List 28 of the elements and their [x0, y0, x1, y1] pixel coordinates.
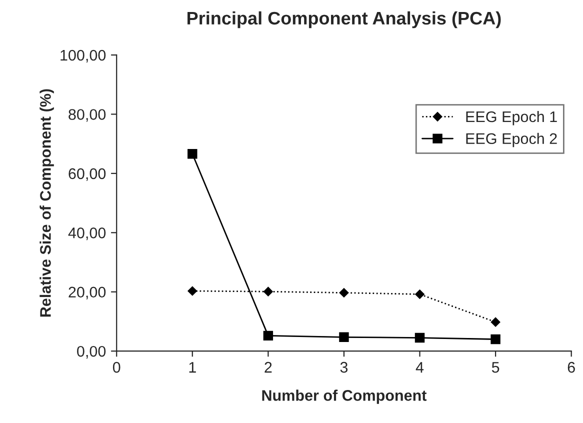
y-tick-label: 100,00 [60, 50, 106, 62]
point [339, 288, 349, 298]
x-tick-label: 5 [492, 362, 500, 373]
y-axis-title: Relative Size of Component (%) [40, 89, 54, 317]
point [490, 317, 500, 327]
point [264, 286, 273, 296]
point [414, 332, 425, 343]
y-tick-label: 60,00 [68, 168, 106, 181]
y-tick-label: 80,00 [68, 109, 106, 122]
point [339, 332, 349, 342]
point [188, 286, 198, 296]
y-tick-label: 40,00 [68, 228, 106, 240]
x-tick-label: 0 [112, 362, 120, 373]
x-tick-label: 2 [264, 362, 272, 373]
legend-label: EEG Epoch 1 [466, 110, 557, 126]
point [263, 330, 274, 341]
x-tick-label: 3 [340, 362, 348, 373]
point [415, 290, 424, 299]
chart-title: Principal Component Analysis (PCA) [188, 11, 501, 28]
y-tick-label: 0,00 [77, 346, 106, 359]
legend-label: EEG Epoch 2 [466, 132, 557, 148]
x-tick-label: 4 [416, 362, 424, 373]
y-tick-label: 20,00 [68, 286, 106, 300]
x-axis-title: Number of Component [262, 390, 427, 404]
point [490, 334, 500, 344]
x-tick-label: 6 [568, 362, 575, 373]
x-tick-label: 1 [189, 362, 196, 373]
point [188, 149, 198, 159]
